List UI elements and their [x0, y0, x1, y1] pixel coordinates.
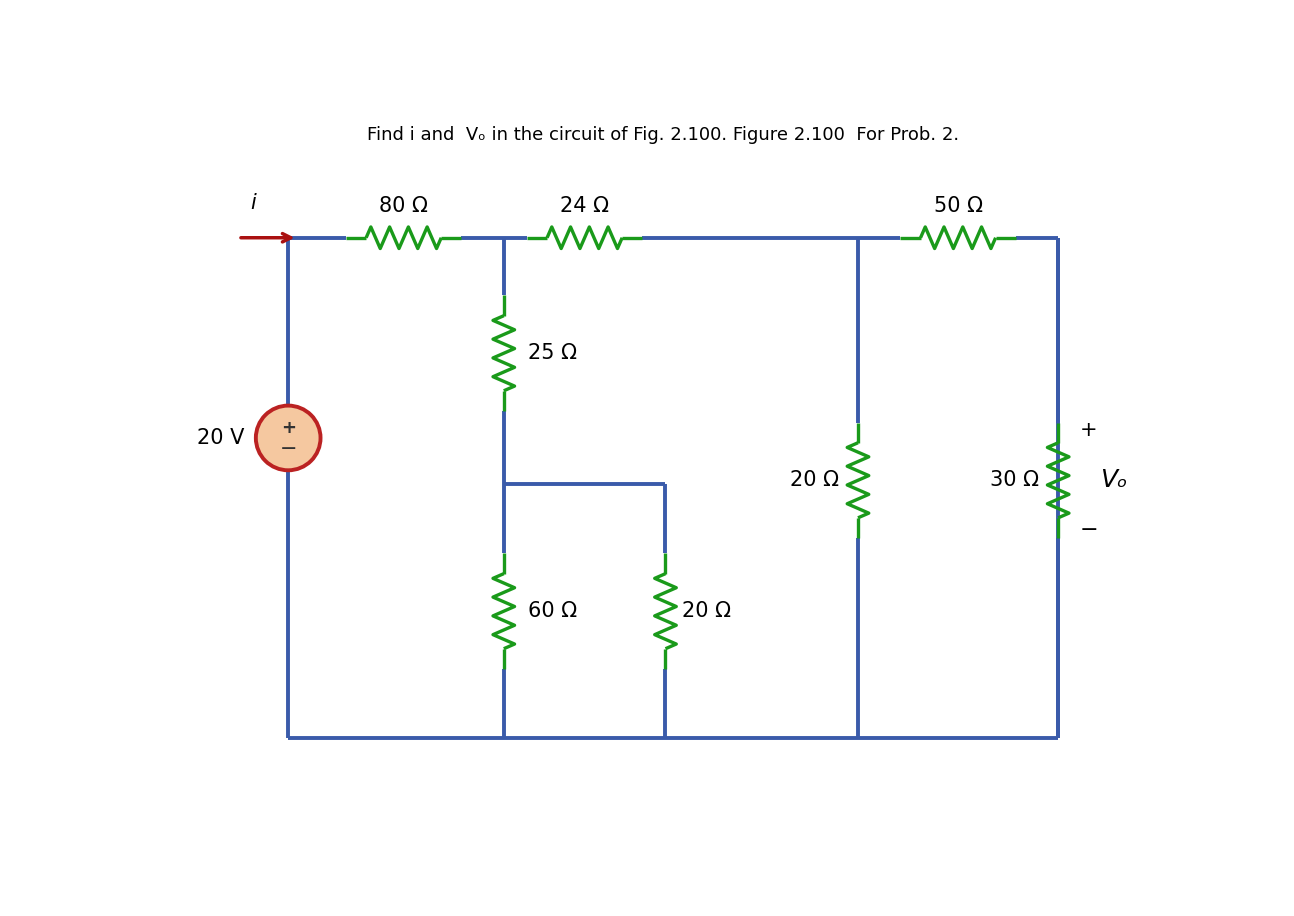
Text: 50 Ω: 50 Ω: [933, 196, 982, 216]
Text: +: +: [1079, 420, 1097, 441]
Text: −: −: [280, 440, 296, 460]
Text: 20 Ω: 20 Ω: [789, 470, 839, 490]
Text: Find i and  Vₒ in the circuit of Fig. 2.100. Figure 2.100  For Prob. 2.: Find i and Vₒ in the circuit of Fig. 2.1…: [367, 126, 959, 144]
Text: 80 Ω: 80 Ω: [379, 196, 428, 216]
Text: 60 Ω: 60 Ω: [528, 601, 577, 621]
Text: 24 Ω: 24 Ω: [560, 196, 609, 216]
Text: Vₒ: Vₒ: [1100, 468, 1128, 492]
Circle shape: [256, 406, 321, 470]
Text: 30 Ω: 30 Ω: [990, 470, 1039, 490]
Text: +: +: [281, 419, 296, 437]
Text: 20 V: 20 V: [197, 428, 245, 448]
Text: 25 Ω: 25 Ω: [528, 344, 577, 364]
Text: i: i: [251, 193, 256, 213]
Text: −: −: [1079, 520, 1099, 540]
Text: 20 Ω: 20 Ω: [682, 601, 731, 621]
